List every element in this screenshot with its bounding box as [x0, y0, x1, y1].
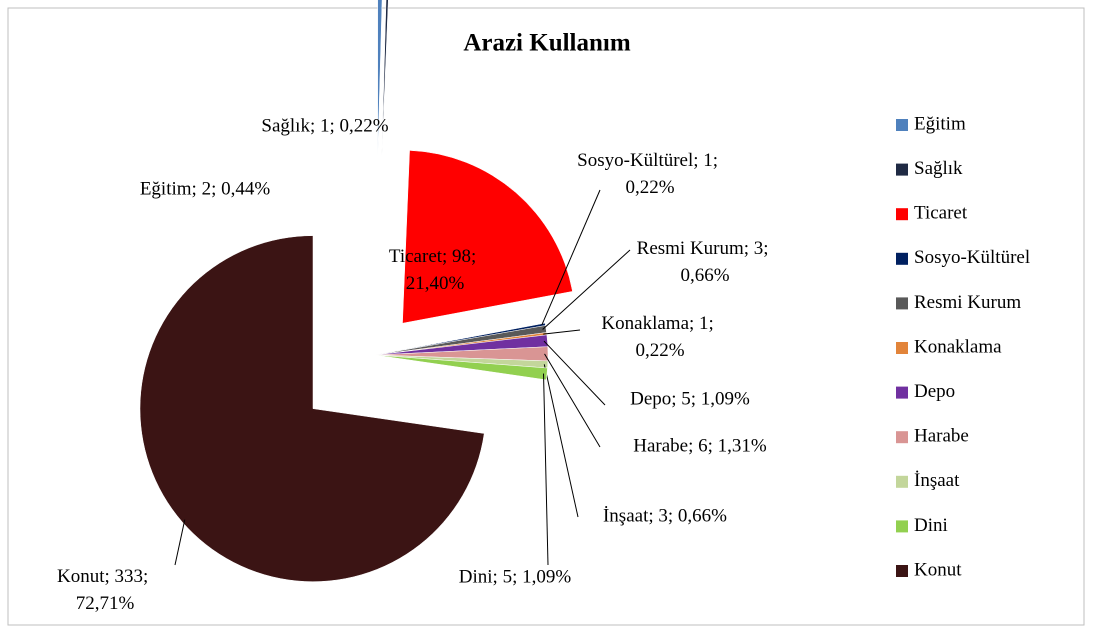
data-label: Dini; 5; 1,09% [459, 566, 572, 587]
legend-label: Sağlık [914, 158, 963, 179]
legend-swatch [896, 163, 908, 176]
legend-label: Depo [914, 381, 955, 402]
pie-slice [139, 235, 485, 582]
legend-label: Sosyo-Kültürel [914, 247, 1030, 268]
data-label: Resmi Kurum; 3; 0,66% [637, 238, 774, 286]
data-label-line: Sosyo-Kültürel; 1; [577, 150, 723, 171]
data-label: İnşaat; 3; 0,66% [603, 505, 727, 526]
data-label-line: Ticaret; 98; [389, 246, 481, 267]
legend-label: Eğitim [914, 113, 966, 134]
data-label: Depo; 5; 1,09% [630, 388, 750, 409]
legend-label: Dini [914, 515, 948, 536]
legend-label: Ticaret [914, 203, 968, 224]
leader-line [541, 189, 601, 326]
legend-label: Konaklama [914, 336, 1002, 357]
data-label-line: 0,22% [625, 177, 674, 198]
legend-swatch [896, 119, 908, 131]
leader-line [543, 340, 606, 406]
data-label-line: 0,66% [680, 265, 729, 286]
data-label: Eğitim; 2; 0,44% [140, 178, 271, 199]
leader-line [543, 329, 581, 335]
leader-line [543, 364, 579, 518]
legend-swatch [896, 475, 908, 488]
legend-swatch [896, 297, 908, 310]
data-label-line: Konut; 333; [57, 566, 153, 587]
legend-swatch [896, 386, 908, 399]
leader-line [542, 249, 631, 330]
data-label: Ticaret; 98; 21,40% [389, 246, 481, 294]
data-label-line: 21,40% [406, 273, 465, 294]
legend-swatch [896, 520, 908, 533]
data-label-line: 72,71% [76, 593, 135, 614]
chart-title: Arazi Kullanım [463, 30, 631, 57]
legend-label: Resmi Kurum [914, 292, 1021, 313]
data-label-line: Resmi Kurum; 3; [637, 238, 774, 259]
pie-slice [377, 0, 383, 161]
legend-swatch [896, 342, 908, 354]
legend-swatch [896, 252, 908, 265]
leader-line [174, 519, 186, 566]
pie-slice [374, 354, 548, 381]
legend-label: Konut [914, 559, 962, 580]
data-label: Konaklama; 1; 0,22% [601, 313, 718, 361]
data-label: Sosyo-Kültürel; 1; 0,22% [577, 150, 723, 198]
legend-label: Harabe [914, 426, 969, 447]
legend-label: İnşaat [914, 470, 960, 491]
leader-line [543, 373, 549, 566]
data-label-line: 0,22% [635, 340, 684, 361]
leader-line [544, 353, 601, 448]
data-label: Konut; 333; 72,71% [57, 566, 153, 614]
legend-swatch [896, 431, 908, 444]
data-label: Harabe; 6; 1,31% [633, 435, 767, 456]
data-label: Sağlık; 1; 0,22% [261, 115, 388, 136]
data-label-line: Konaklama; 1; [601, 313, 718, 334]
legend-swatch [896, 208, 908, 221]
legend-swatch [896, 565, 908, 577]
